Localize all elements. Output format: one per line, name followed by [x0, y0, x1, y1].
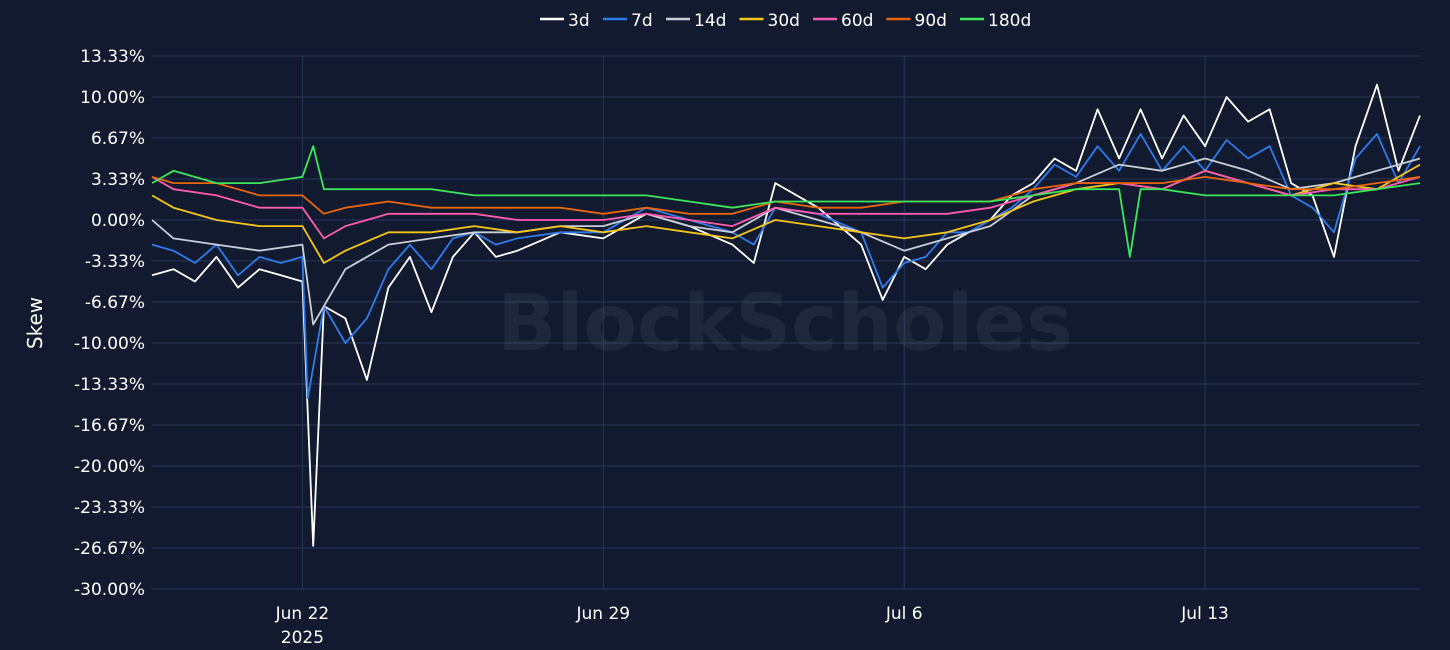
grid: [152, 55, 1420, 590]
y-tick-label: -6.67%: [85, 293, 145, 313]
legend-label: 3d: [568, 11, 590, 31]
y-tick-label: -23.33%: [74, 498, 145, 518]
legend[interactable]: 3d 7d 14d 30d 60d 90d 180d: [540, 11, 1031, 31]
y-tick-label: 13.33%: [80, 47, 145, 67]
y-axis-ticks: 13.33% 10.00% 6.67% 3.33% 0.00% -3.33% -6.67% -…: [74, 47, 145, 600]
legend-label: 60d: [841, 11, 873, 31]
y-axis-title: Skew: [23, 297, 47, 349]
y-tick-label: -3.33%: [85, 252, 145, 272]
y-tick-label: 6.67%: [91, 129, 145, 149]
x-tick-label: Jul 6: [885, 604, 923, 624]
x-axis-ticks: Jun 22 2025 Jun 29 Jul 6 Jul 13: [275, 604, 1229, 648]
legend-item-90d[interactable]: 90d: [886, 11, 947, 31]
watermark-text: BlockScholes: [497, 279, 1072, 369]
legend-label: 180d: [988, 11, 1031, 31]
x-tick-label: Jun 22: [275, 604, 330, 624]
legend-label: 14d: [694, 11, 726, 31]
y-tick-label: -13.33%: [74, 375, 145, 395]
legend-label: 90d: [915, 11, 947, 31]
legend-item-7d[interactable]: 7d: [603, 11, 653, 31]
series-line-90d: [151, 175, 1421, 215]
legend-label: 30d: [768, 11, 800, 31]
y-tick-label: -16.67%: [74, 416, 145, 436]
y-tick-label: 0.00%: [91, 211, 145, 231]
x-tick-label: Jun 29: [576, 604, 631, 624]
y-tick-label: -30.00%: [74, 580, 145, 600]
legend-item-30d[interactable]: 30d: [739, 11, 800, 31]
x-tick-year-label: 2025: [281, 628, 324, 648]
y-tick-label: -26.67%: [74, 539, 145, 559]
legend-item-3d[interactable]: 3d: [540, 11, 590, 31]
series-line-7d: [151, 132, 1421, 400]
legend-label: 7d: [631, 11, 653, 31]
y-tick-label: -20.00%: [74, 457, 145, 477]
y-tick-label: 3.33%: [91, 170, 145, 190]
series-line-14d: [151, 157, 1421, 326]
legend-item-180d[interactable]: 180d: [960, 11, 1031, 31]
y-tick-label: -10.00%: [74, 334, 145, 354]
y-tick-label: 10.00%: [80, 88, 145, 108]
legend-item-14d[interactable]: 14d: [666, 11, 726, 31]
x-tick-label: Jul 13: [1180, 604, 1229, 624]
legend-item-60d[interactable]: 60d: [813, 11, 873, 31]
series-line-180d: [151, 145, 1421, 258]
series-line-60d: [151, 169, 1421, 240]
series-lines: [151, 83, 1421, 547]
